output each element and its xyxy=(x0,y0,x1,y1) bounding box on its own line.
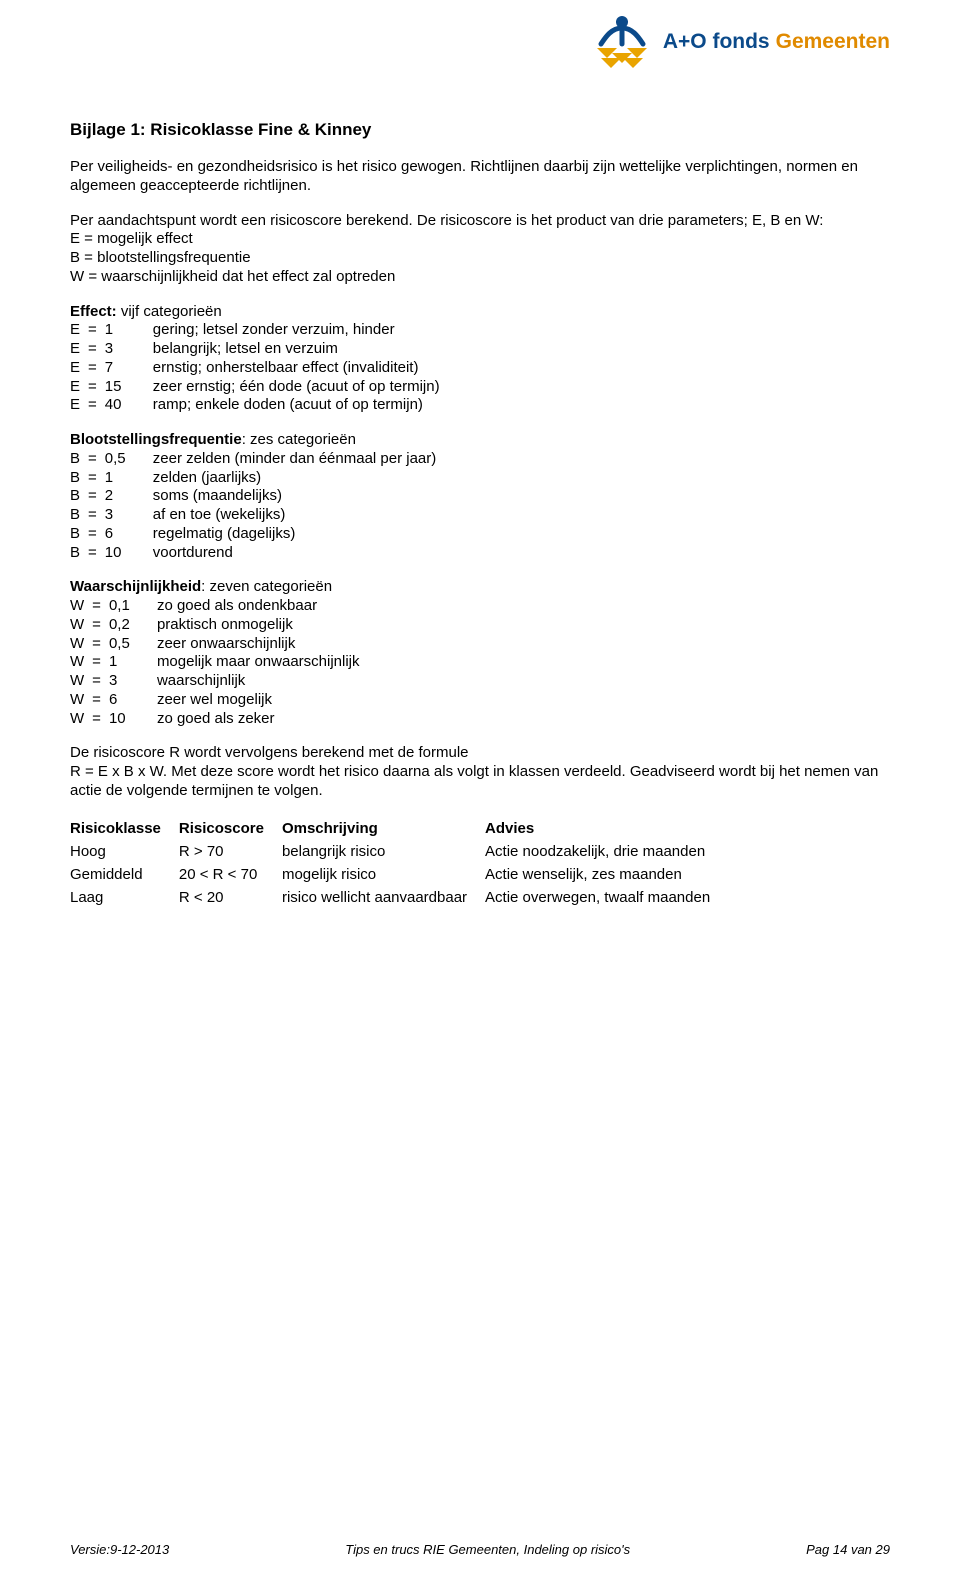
logo-text-prefix: A+O fonds xyxy=(663,30,770,54)
table-row: W=1mogelijk maar onwaarschijnlijk xyxy=(70,653,368,672)
logo-figure-icon xyxy=(591,14,653,70)
formula-line-2: R = E x B x W. Met deze score wordt het … xyxy=(70,763,890,801)
table-row: B=6regelmatig (dagelijks) xyxy=(70,525,444,544)
table-header-row: Risicoklasse Risicoscore Omschrijving Ad… xyxy=(70,817,728,840)
table-row: E=3belangrijk; letsel en verzuim xyxy=(70,340,448,359)
formula-line-1: De risicoscore R wordt vervolgens bereke… xyxy=(70,744,890,763)
param-line-w: W = waarschijnlijkheid dat het effect za… xyxy=(70,268,890,287)
table-row: E=40ramp; enkele doden (acuut of op term… xyxy=(70,396,448,415)
table-row: W=6zeer wel mogelijk xyxy=(70,691,368,710)
logo-text-suffix: Gemeenten xyxy=(776,30,890,54)
header-logo: A+O fonds Gemeenten xyxy=(591,14,890,70)
bloot-table: B=0,5zeer zelden (minder dan éénmaal per… xyxy=(70,450,444,563)
effect-heading-rest: vijf categorieën xyxy=(117,303,222,320)
footer-page: Pag 14 van 29 xyxy=(806,1542,890,1557)
risicoklasse-table: Risicoklasse Risicoscore Omschrijving Ad… xyxy=(70,817,728,909)
bloot-heading-rest: : zes categorieën xyxy=(242,431,356,448)
table-row: W=3waarschijnlijk xyxy=(70,672,368,691)
table-row: Hoog R > 70 belangrijk risico Actie nood… xyxy=(70,840,728,863)
table-row: B=1zelden (jaarlijks) xyxy=(70,469,444,488)
col-header: Advies xyxy=(485,817,728,840)
table-row: Gemiddeld 20 < R < 70 mogelijk risico Ac… xyxy=(70,863,728,886)
page-title: Bijlage 1: Risicoklasse Fine & Kinney xyxy=(70,120,890,140)
table-row: W=0,2praktisch onmogelijk xyxy=(70,616,368,635)
intro-paragraph-1: Per veiligheids- en gezondheidsrisico is… xyxy=(70,158,890,196)
bloot-heading-bold: Blootstellingsfrequentie xyxy=(70,431,242,448)
table-row: B=10voortdurend xyxy=(70,544,444,563)
footer-version: Versie:9-12-2013 xyxy=(70,1542,169,1557)
table-row: B=3af en toe (wekelijks) xyxy=(70,506,444,525)
col-header: Risicoklasse xyxy=(70,817,179,840)
table-row: E=15zeer ernstig; één dode (acuut of op … xyxy=(70,378,448,397)
page-footer: Versie:9-12-2013 Tips en trucs RIE Gemee… xyxy=(70,1542,890,1557)
param-line-b: B = blootstellingsfrequentie xyxy=(70,249,890,268)
table-row: W=0,5zeer onwaarschijnlijk xyxy=(70,635,368,654)
waar-heading-rest: : zeven categorieën xyxy=(201,578,332,595)
intro-paragraph-2: Per aandachtspunt wordt een risicoscore … xyxy=(70,212,890,231)
param-line-e: E = mogelijk effect xyxy=(70,230,890,249)
table-row: E=7ernstig; onherstelbaar effect (invali… xyxy=(70,359,448,378)
effect-heading-bold: Effect: xyxy=(70,303,117,320)
footer-title: Tips en trucs RIE Gemeenten, Indeling op… xyxy=(345,1542,630,1557)
col-header: Omschrijving xyxy=(282,817,485,840)
waar-heading: Waarschijnlijkheid: zeven categorieën xyxy=(70,578,890,597)
table-row: W=10zo goed als zeker xyxy=(70,710,368,729)
page: A+O fonds Gemeenten Bijlage 1: Risicokla… xyxy=(0,0,960,1583)
table-row: E=1gering; letsel zonder verzuim, hinder xyxy=(70,321,448,340)
col-header: Risicoscore xyxy=(179,817,282,840)
effect-heading: Effect: vijf categorieën xyxy=(70,303,890,322)
waar-heading-bold: Waarschijnlijkheid xyxy=(70,578,201,595)
logo-text: A+O fonds Gemeenten xyxy=(663,30,890,54)
table-row: Laag R < 20 risico wellicht aanvaardbaar… xyxy=(70,886,728,909)
table-row: B=0,5zeer zelden (minder dan éénmaal per… xyxy=(70,450,444,469)
bloot-heading: Blootstellingsfrequentie: zes categorieë… xyxy=(70,431,890,450)
waar-table: W=0,1zo goed als ondenkbaar W=0,2praktis… xyxy=(70,597,368,728)
table-row: B=2soms (maandelijks) xyxy=(70,487,444,506)
effect-table: E=1gering; letsel zonder verzuim, hinder… xyxy=(70,321,448,415)
table-row: W=0,1zo goed als ondenkbaar xyxy=(70,597,368,616)
